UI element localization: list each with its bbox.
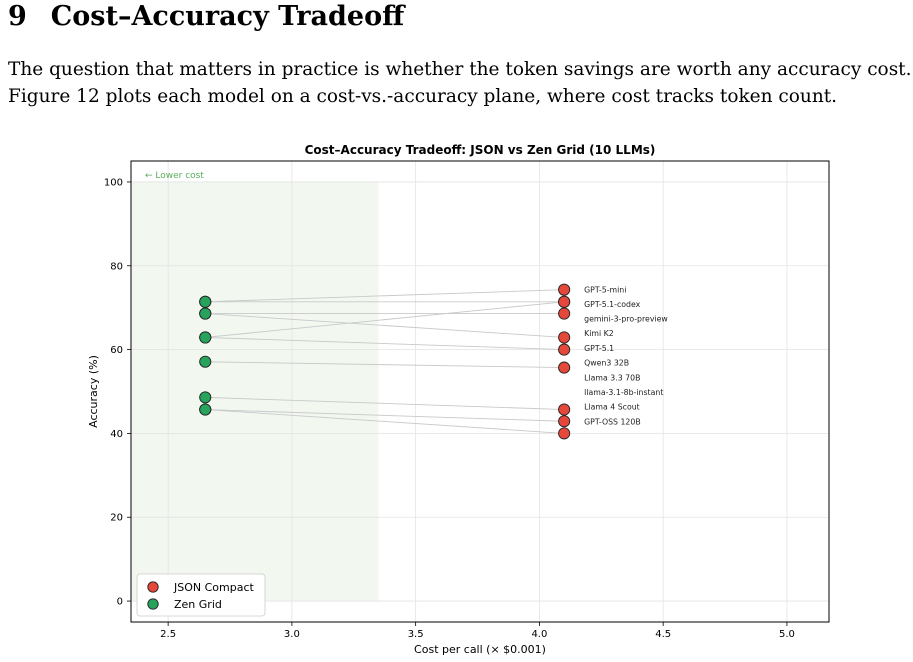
- model-label: Kimi K2: [584, 329, 614, 338]
- y-tick-label: 100: [104, 177, 123, 188]
- body-paragraph: The question that matters in practice is…: [8, 56, 913, 110]
- y-tick-label: 80: [110, 261, 123, 272]
- x-axis-label: Cost per call (× $0.001): [414, 643, 546, 656]
- model-label: GPT-5.1-codex: [584, 300, 640, 309]
- json-point: [558, 403, 571, 416]
- legend-json-label: JSON Compact: [173, 581, 255, 594]
- lower-cost-region: [131, 181, 379, 602]
- json-point: [558, 361, 571, 374]
- json-point: [558, 331, 571, 344]
- zen-point: [199, 403, 212, 416]
- zen-point: [199, 355, 212, 368]
- connector-line: [205, 336, 565, 351]
- section-title: Cost–Accuracy Tradeoff: [50, 1, 405, 32]
- zen-point: [199, 307, 212, 320]
- json-point: [558, 283, 571, 296]
- zen-point: [199, 295, 212, 308]
- y-tick-label: 60: [110, 345, 123, 356]
- paragraph-line-2: Figure 12 plots each model on a cost-vs.…: [8, 86, 838, 107]
- legend-box: [136, 573, 266, 617]
- chart-title: Cost–Accuracy Tradeoff: JSON vs Zen Grid…: [305, 143, 656, 157]
- json-point: [558, 295, 571, 308]
- connector-line: [205, 396, 565, 410]
- model-label: gemini-3-pro-preview: [584, 315, 668, 324]
- plot-frame: [130, 160, 830, 623]
- model-label: GPT-5.1: [584, 344, 614, 353]
- json-point: [558, 427, 571, 440]
- y-tick-label: 40: [110, 429, 123, 440]
- cost-accuracy-chart: ← Lower cost GPT-5-mini GPT-5.1-codex gemin…: [87, 143, 830, 656]
- connector-line: [205, 409, 565, 422]
- connector-line: [205, 301, 565, 338]
- model-label: GPT-OSS 120B: [584, 417, 641, 426]
- paragraph-line-1: The question that matters in practice is…: [8, 59, 912, 80]
- legend: JSON Compact Zen Grid: [136, 573, 266, 617]
- json-point: [558, 415, 571, 428]
- connector-line: [205, 289, 565, 303]
- y-tick-label: 0: [117, 597, 123, 608]
- legend-json-marker: [147, 581, 159, 593]
- model-label: Qwen3 32B: [584, 359, 629, 368]
- model-label: GPT-5-mini: [584, 286, 626, 295]
- x-tick-label: 5.0: [779, 629, 795, 640]
- json-point: [558, 343, 571, 356]
- section-number: 9: [8, 1, 27, 32]
- connector-line: [205, 361, 565, 369]
- zen-point: [199, 391, 212, 404]
- y-axis-label: Accuracy (%): [87, 355, 100, 428]
- legend-zen-marker: [147, 598, 159, 610]
- model-label: llama-3.1-8b-instant: [584, 388, 663, 397]
- model-label: Llama 3.3 70B: [584, 373, 640, 382]
- zen-point: [199, 331, 212, 344]
- x-tick-label: 4.0: [531, 629, 547, 640]
- y-tick-label: 20: [110, 513, 123, 524]
- x-tick-label: 3.0: [284, 629, 300, 640]
- x-tick-label: 2.5: [160, 629, 176, 640]
- legend-zen-label: Zen Grid: [174, 598, 222, 611]
- lower-cost-label: ← Lower cost: [145, 171, 204, 181]
- x-tick-label: 3.5: [408, 629, 424, 640]
- connector-line: [205, 313, 565, 338]
- connector-line: [205, 409, 565, 434]
- x-tick-label: 4.5: [655, 629, 671, 640]
- json-point: [558, 307, 571, 320]
- model-label: Llama 4 Scout: [584, 403, 640, 412]
- section-heading: 9 Cost–Accuracy Tradeoff: [8, 0, 404, 34]
